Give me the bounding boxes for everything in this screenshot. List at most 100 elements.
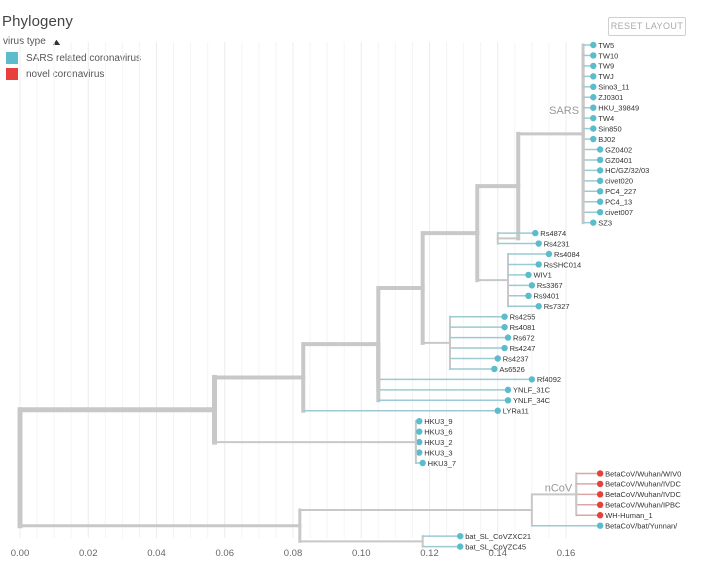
- tip-label[interactable]: bat_SL_CoVZXC21: [465, 532, 531, 541]
- tip-node[interactable]: [535, 261, 542, 268]
- tip-node[interactable]: [596, 512, 604, 519]
- tip-label[interactable]: LYRa11: [503, 407, 529, 416]
- reset-layout-button[interactable]: RESET LAYOUT: [608, 17, 686, 36]
- tip-label[interactable]: HKU3_2: [424, 438, 452, 447]
- tip-node[interactable]: [590, 62, 597, 70]
- tip-node[interactable]: [416, 428, 423, 435]
- tip-node[interactable]: [545, 250, 553, 258]
- tip-label[interactable]: Sin850: [598, 124, 621, 133]
- tip-label[interactable]: BetaCoV/Wuhan/IVDC: [605, 480, 681, 489]
- tip-node[interactable]: [457, 532, 464, 540]
- tip-label[interactable]: YNLF_31C: [513, 386, 551, 395]
- tip-node[interactable]: [590, 41, 597, 49]
- tip-label[interactable]: HKU3_6: [424, 427, 452, 436]
- tip-label[interactable]: GZ0402: [605, 145, 632, 154]
- tip-label[interactable]: Rs4255: [510, 313, 536, 322]
- tip-label[interactable]: bat_SL_CoVZC45: [465, 542, 526, 551]
- tip-label[interactable]: HKU3_7: [428, 459, 456, 468]
- tip-node[interactable]: [596, 480, 604, 488]
- tip-label[interactable]: TW10: [598, 51, 618, 60]
- tip-label[interactable]: HKU_39849: [598, 104, 639, 113]
- tip-node[interactable]: [596, 167, 604, 174]
- tip-node[interactable]: [590, 94, 597, 101]
- tip-label[interactable]: WIV1: [533, 271, 551, 280]
- tip-label[interactable]: Rs4237: [503, 354, 529, 363]
- tip-label[interactable]: Rs7327: [544, 302, 570, 311]
- tip-node[interactable]: [525, 292, 532, 299]
- tip-label[interactable]: RsSHC014: [544, 260, 582, 269]
- legend-item-sars[interactable]: SARS related coronavirus: [6, 52, 141, 64]
- tip-node[interactable]: [457, 543, 464, 550]
- tip-node[interactable]: [596, 209, 604, 216]
- tip-node[interactable]: [501, 344, 508, 352]
- tip-label[interactable]: Rs4874: [540, 229, 566, 238]
- tip-label[interactable]: Rs4081: [510, 323, 536, 332]
- tip-node[interactable]: [494, 355, 501, 362]
- tip-label[interactable]: TW5: [598, 41, 614, 50]
- tip-label[interactable]: SZ3: [598, 218, 612, 227]
- tip-label[interactable]: HKU3_9: [424, 417, 452, 426]
- tip-node[interactable]: [596, 177, 604, 185]
- tip-node[interactable]: [535, 240, 542, 247]
- tip-node[interactable]: [416, 418, 423, 425]
- tip-node[interactable]: [532, 229, 539, 237]
- tip-node[interactable]: [596, 188, 604, 195]
- legend-toggle[interactable]: virus type ▲: [3, 36, 63, 47]
- tip-label[interactable]: Rs9401: [533, 292, 559, 301]
- tip-label[interactable]: Sino3_11: [598, 83, 629, 92]
- tip-node[interactable]: [590, 73, 597, 80]
- tip-node[interactable]: [590, 219, 597, 226]
- tip-node[interactable]: [590, 125, 597, 132]
- tip-node[interactable]: [596, 491, 604, 498]
- tip-node[interactable]: [501, 313, 508, 320]
- tip-node[interactable]: [528, 282, 536, 289]
- tip-node[interactable]: [416, 449, 423, 456]
- tip-label[interactable]: TW9: [598, 62, 614, 71]
- tip-node[interactable]: [504, 397, 512, 404]
- tip-node[interactable]: [419, 459, 426, 467]
- tip-node[interactable]: [528, 376, 536, 383]
- tip-label[interactable]: BetaCoV/bat/Yunnan/: [605, 522, 678, 531]
- tip-node[interactable]: [590, 114, 597, 122]
- tip-label[interactable]: PC4_13: [605, 198, 632, 207]
- tip-node[interactable]: [535, 303, 542, 310]
- tip-node[interactable]: [596, 470, 604, 477]
- tip-label[interactable]: GZ0401: [605, 156, 632, 165]
- tip-node[interactable]: [596, 501, 604, 508]
- tip-label[interactable]: Rf4092: [537, 375, 561, 384]
- tip-node[interactable]: [590, 83, 597, 91]
- tip-label[interactable]: HC/GZ/32/03: [605, 166, 649, 175]
- tip-node[interactable]: [590, 104, 597, 111]
- tip-label[interactable]: Rs3367: [537, 281, 563, 290]
- tip-node[interactable]: [501, 323, 508, 331]
- tip-label[interactable]: TWJ: [598, 72, 614, 81]
- tip-label[interactable]: BetaCoV/Wuhan/WIV0: [605, 469, 681, 478]
- tip-node[interactable]: [525, 271, 532, 279]
- tip-node[interactable]: [504, 334, 512, 341]
- tip-label[interactable]: BJ02: [598, 135, 615, 144]
- tip-label[interactable]: Rs4084: [554, 250, 580, 259]
- tip-label[interactable]: Rs4231: [544, 239, 570, 248]
- tip-node[interactable]: [491, 365, 498, 373]
- tip-label[interactable]: BetaCoV/Wuhan/IPBC: [605, 501, 681, 510]
- tip-label[interactable]: YNLF_34C: [513, 396, 551, 405]
- tip-node[interactable]: [494, 407, 501, 414]
- tip-node[interactable]: [590, 135, 597, 143]
- tip-label[interactable]: WH-Human_1: [605, 511, 653, 520]
- tip-node[interactable]: [596, 156, 604, 164]
- tip-node[interactable]: [504, 386, 512, 394]
- tip-label[interactable]: civet020: [605, 177, 633, 186]
- tip-label[interactable]: civet007: [605, 208, 633, 217]
- tip-label[interactable]: PC4_227: [605, 187, 636, 196]
- tip-node[interactable]: [596, 198, 604, 205]
- tip-label[interactable]: As6526: [499, 365, 524, 374]
- tip-node[interactable]: [596, 522, 604, 529]
- tip-node[interactable]: [596, 146, 604, 153]
- tip-label[interactable]: BetaCoV/Wuhan/IVDC: [605, 490, 681, 499]
- tip-label[interactable]: TW4: [598, 114, 614, 123]
- tip-label[interactable]: Rs672: [513, 333, 535, 342]
- tip-label[interactable]: HKU3_3: [424, 448, 452, 457]
- tip-node[interactable]: [416, 438, 423, 446]
- tip-label[interactable]: ZJ0301: [598, 93, 623, 102]
